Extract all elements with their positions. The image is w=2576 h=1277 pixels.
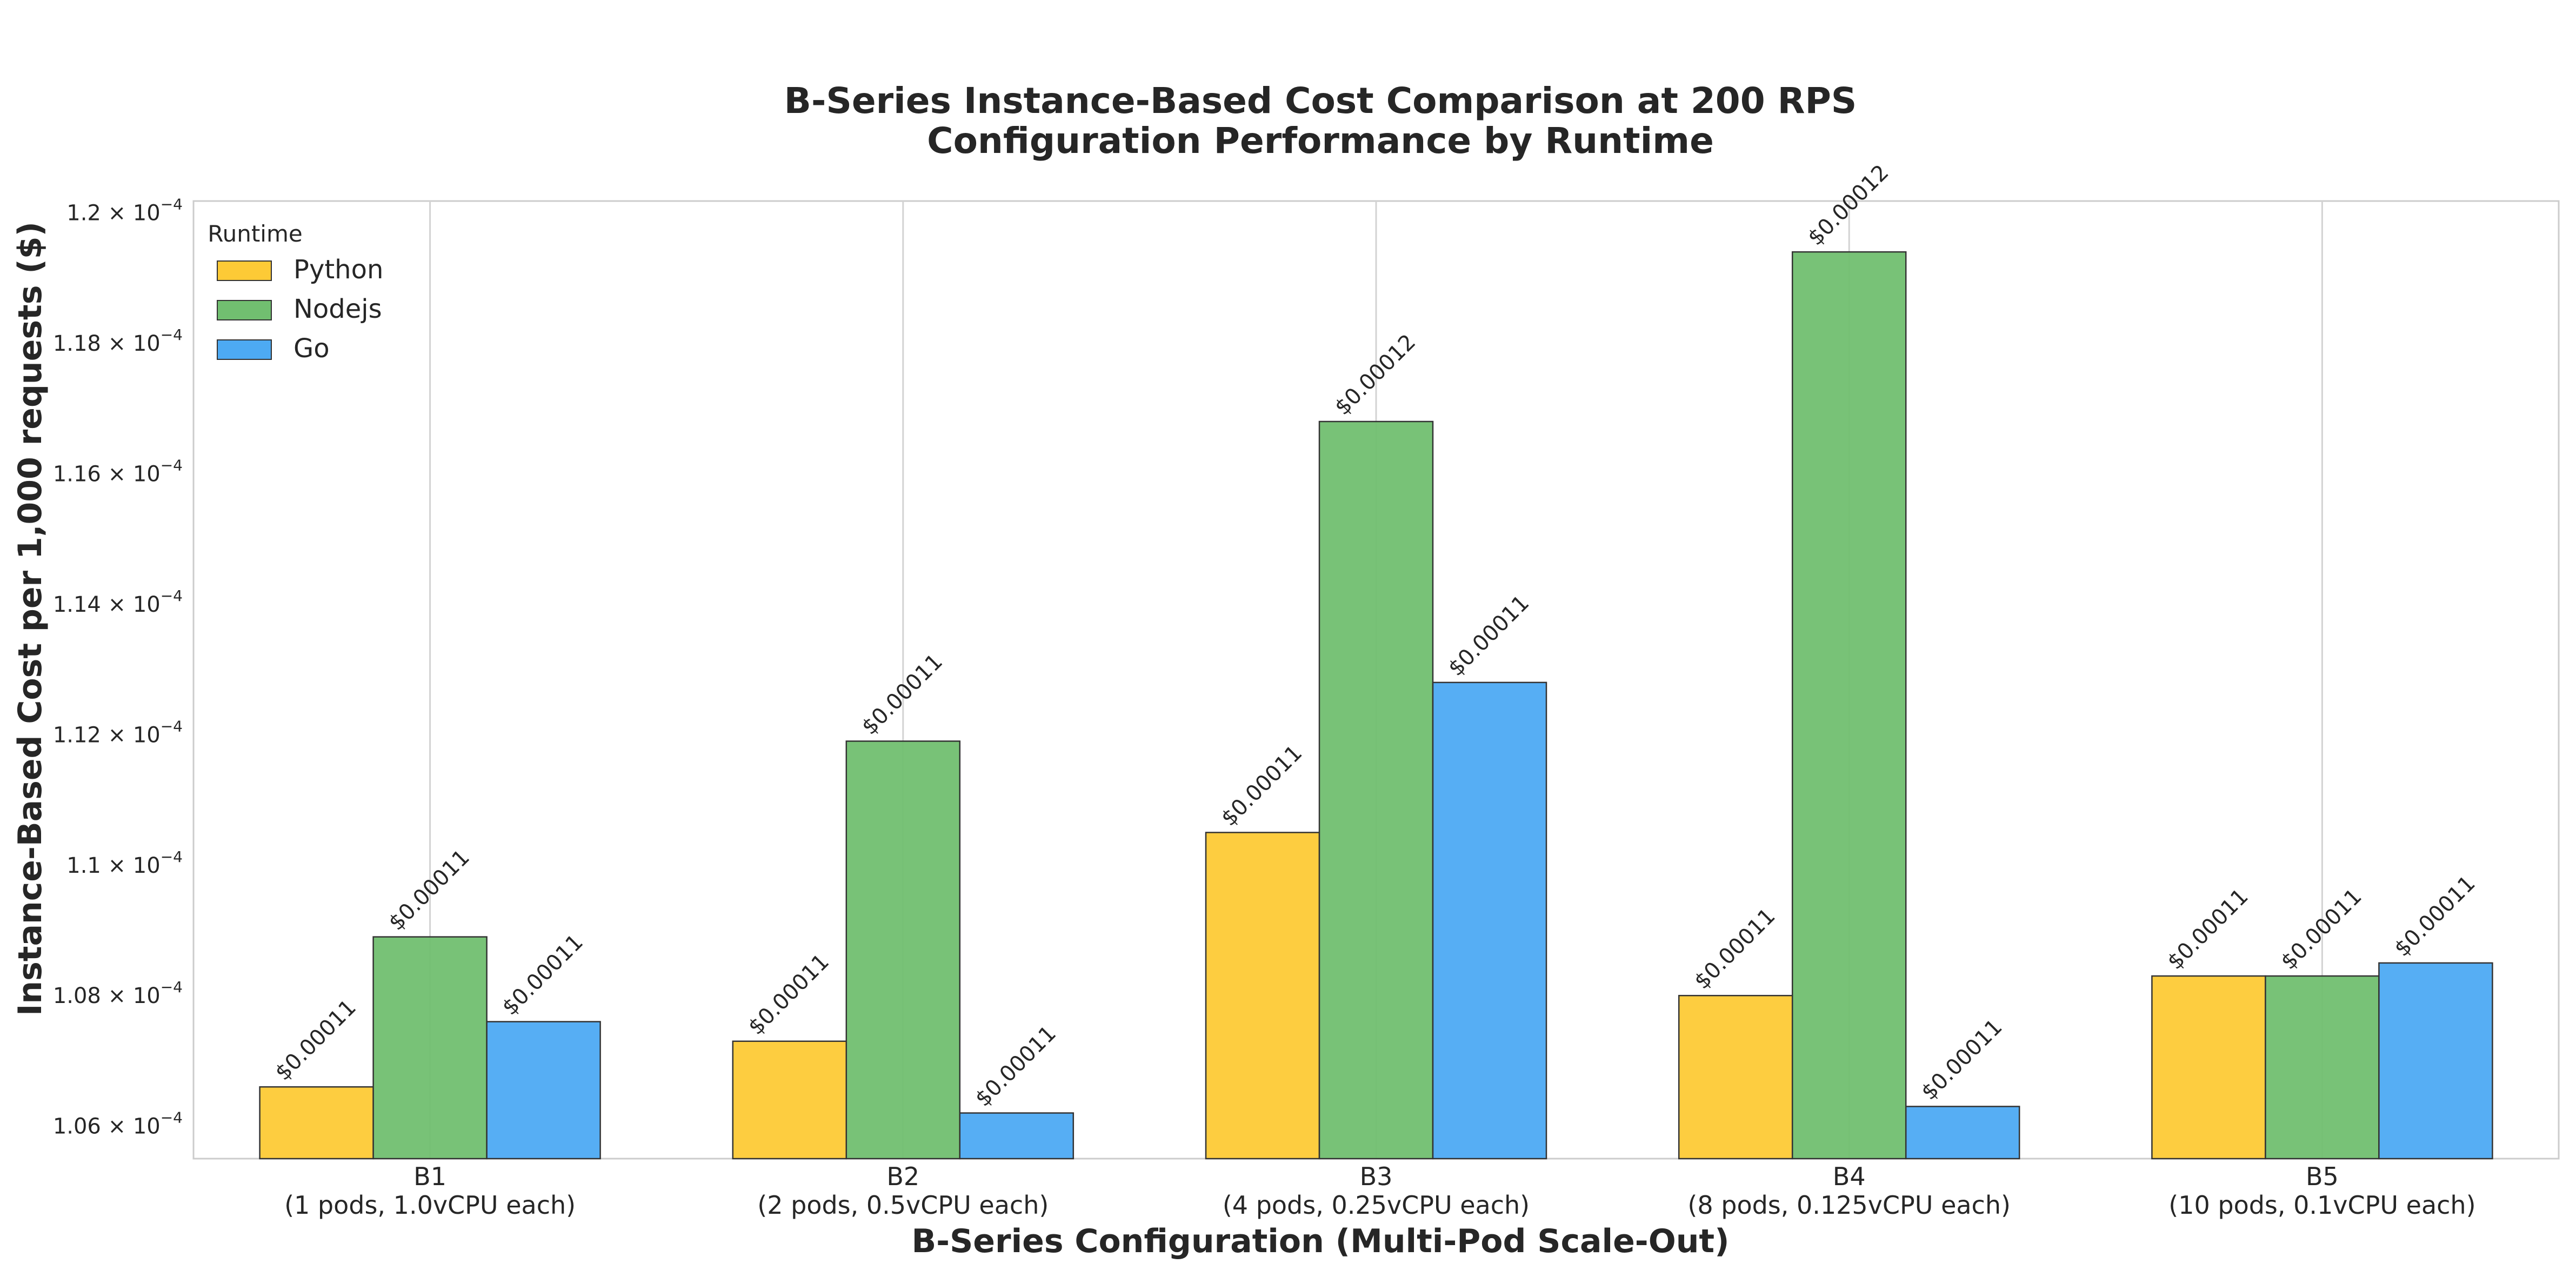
legend-swatch-python	[217, 260, 272, 281]
x-tick-detail: (2 pods, 0.5vCPU each)	[757, 1191, 1049, 1220]
x-tick-detail: (1 pods, 1.0vCPU each)	[284, 1191, 576, 1220]
bar-value-label: $0.00011	[1690, 904, 1780, 994]
y-axis-ticks: 1.06 × 10−4 1.08 × 10−4 1.1 × 10−4 1.12 × 1…	[53, 196, 183, 1139]
x-tick-label: B4	[1833, 1162, 1866, 1191]
x-tick-label: B2	[886, 1162, 919, 1191]
y-tick-label: 1.08 × 10−4	[53, 978, 183, 1008]
chart-subtitle: Configuration Performance by Runtime	[927, 120, 1714, 162]
bar-value-label: $0.00011	[1917, 1014, 2007, 1105]
x-tick-detail: (8 pods, 0.125vCPU each)	[1687, 1191, 2011, 1220]
x-axis-label: B-Series Configuration (Multi-Pod Scale-…	[911, 1222, 1729, 1260]
bars	[259, 251, 2493, 1160]
bar-value-label: $0.00011	[2390, 871, 2480, 961]
legend-swatch-nodejs	[217, 300, 272, 320]
bar-go-b4	[1905, 1106, 2020, 1160]
bar-value-label: $0.00011	[2163, 884, 2253, 974]
bar-python-b5	[2151, 975, 2266, 1160]
bar-value-label: $0.00011	[270, 995, 361, 1085]
x-tick-label: B1	[413, 1162, 446, 1191]
y-tick-label: 1.06 × 10−4	[53, 1109, 183, 1139]
bar-go-b3	[1432, 681, 1547, 1160]
y-tick-label: 1.2 × 10−4	[66, 196, 183, 226]
bar-value-label: $0.00011	[744, 950, 834, 1040]
bar-value-label: $0.00011	[497, 930, 588, 1020]
x-axis-ticks: B1(1 pods, 1.0vCPU each) B2(2 pods, 0.5vC…	[284, 1162, 2475, 1220]
x-tick-label: B3	[1360, 1162, 1393, 1191]
legend: Runtime Python Nodejs Go	[208, 220, 383, 364]
x-tick-label: B5	[2306, 1162, 2339, 1191]
bar-nodejs-b2	[845, 740, 961, 1160]
legend-label-python: Python	[293, 255, 383, 285]
y-tick-label: 1.16 × 10−4	[53, 457, 183, 487]
y-tick-label: 1.14 × 10−4	[53, 587, 183, 617]
bar-nodejs-b5	[2265, 975, 2380, 1160]
bar-nodejs-b1	[372, 936, 488, 1160]
y-tick-label: 1.18 × 10−4	[53, 326, 183, 356]
bar-value-label: $0.00011	[1444, 591, 1534, 681]
bar-python-b2	[732, 1040, 847, 1160]
x-tick-detail: (10 pods, 0.1vCPU each)	[2168, 1191, 2475, 1220]
chart-title: B-Series Instance-Based Cost Comparison …	[784, 80, 1857, 122]
bar-python-b4	[1678, 994, 1793, 1160]
x-tick-detail: (4 pods, 0.25vCPU each)	[1223, 1191, 1530, 1220]
bar-go-b2	[959, 1112, 1075, 1160]
legend-swatch-go	[217, 339, 272, 360]
bar-python-b1	[259, 1086, 374, 1160]
bar-go-b5	[2378, 962, 2493, 1160]
bar-nodejs-b4	[1791, 251, 1907, 1160]
bar-go-b1	[486, 1021, 601, 1160]
bar-value-label: $0.00011	[971, 1021, 1061, 1111]
y-tick-label: 1.12 × 10−4	[53, 717, 183, 747]
y-axis-label: Instance-Based Cost per 1,000 requests (…	[11, 222, 49, 1016]
y-tick-label: 1.1 × 10−4	[66, 848, 183, 878]
bar-nodejs-b3	[1318, 420, 1434, 1160]
bar-value-label: $0.00011	[1217, 740, 1307, 831]
legend-title: Runtime	[208, 220, 302, 247]
legend-label-go: Go	[293, 333, 330, 364]
bar-python-b3	[1205, 832, 1320, 1160]
legend-label-nodejs: Nodejs	[293, 294, 382, 324]
